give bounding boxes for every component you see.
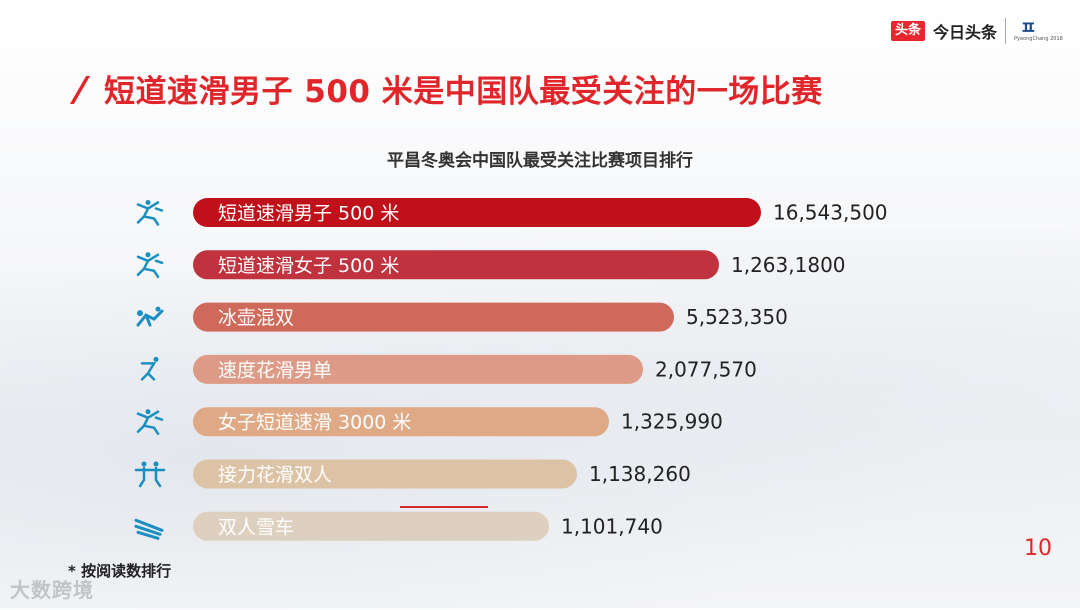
bar-value-label: 1,101,740 xyxy=(561,514,663,538)
logo-divider xyxy=(1005,18,1006,44)
bar xyxy=(193,511,549,541)
short-track-icon xyxy=(136,252,164,279)
bar-value-label: 1,263,1800 xyxy=(731,253,846,277)
bar-category-label: 短道速滑女子 500 米 xyxy=(218,255,399,277)
toutiao-brand-name: 今日头条 xyxy=(932,23,997,42)
bar xyxy=(193,354,643,384)
bar-value-label: 2,077,570 xyxy=(655,357,757,381)
toutiao-badge: 头条 xyxy=(890,21,925,41)
bar xyxy=(193,198,761,227)
bar xyxy=(193,302,674,332)
decorative-red-line xyxy=(400,506,488,508)
title-row: 短道速滑男子 500 米是中国队最受关注的一场比赛 xyxy=(70,66,823,111)
pyeongchang-logo-icon: ㅍ PyeongChang 2018 xyxy=(1014,18,1063,42)
bar-category-label: 速度花滑男单 xyxy=(218,359,332,381)
footnote: * 按阅读数排行 xyxy=(68,562,172,580)
short-track-icon xyxy=(136,200,164,226)
bar xyxy=(193,459,577,489)
bar-category-label: 双人雪车 xyxy=(218,516,294,538)
bar-category-label: 冰壶混双 xyxy=(218,307,294,329)
short-track-icon xyxy=(136,409,164,435)
figure-skating-pair-icon xyxy=(134,461,166,488)
header-logos: 头条 今日头条 ㅍ PyeongChang 2018 xyxy=(890,14,1063,48)
speed-skating-icon xyxy=(140,356,159,381)
bar-value-label: 1,325,990 xyxy=(621,410,723,434)
bobsleigh-icon xyxy=(134,518,164,540)
bar-value-label: 5,523,350 xyxy=(686,305,788,329)
bar xyxy=(193,407,609,437)
bar-value-label: 16,543,500 xyxy=(773,201,888,225)
chart-title: 平昌冬奥会中国队最受关注比赛项目排行 xyxy=(387,151,693,171)
bar xyxy=(193,250,719,280)
page-number: 10 xyxy=(1024,536,1052,561)
bar-category-label: 女子短道速滑 3000 米 xyxy=(218,412,411,434)
bar-category-label: 短道速滑男子 500 米 xyxy=(218,203,399,225)
page-title: 短道速滑男子 500 米是中国队最受关注的一场比赛 xyxy=(104,74,823,110)
curling-icon xyxy=(136,306,164,327)
bar-value-label: 1,138,260 xyxy=(589,462,691,486)
bar-category-label: 接力花滑双人 xyxy=(218,464,332,486)
watermark: 大数跨境 xyxy=(10,578,94,602)
